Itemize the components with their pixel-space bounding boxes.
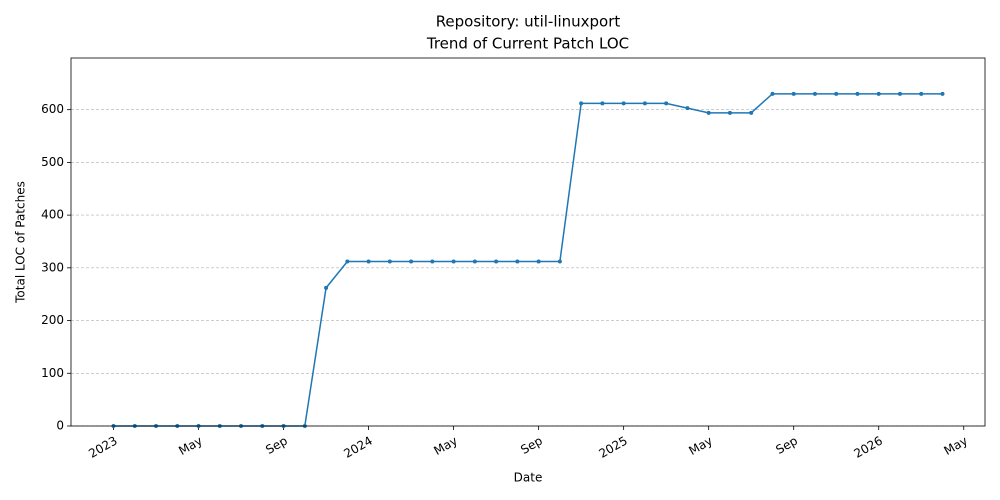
y-tick-label: 500	[41, 155, 64, 169]
data-point	[876, 91, 881, 96]
data-point	[430, 259, 435, 264]
data-point	[791, 91, 796, 96]
data-point	[494, 259, 499, 264]
data-point	[727, 110, 732, 115]
x-axis-label: Date	[514, 471, 543, 485]
x-tick-label: May	[686, 434, 714, 459]
y-tick-label: 300	[41, 260, 64, 274]
plot-frame	[70, 57, 986, 427]
chart-subtitle: Trend of Current Patch LOC	[426, 35, 629, 53]
data-point	[515, 259, 520, 264]
y-tick-label: 100	[41, 366, 64, 380]
data-point	[770, 91, 775, 96]
x-tick-label: 2024	[341, 434, 374, 461]
data-point	[919, 91, 924, 96]
data-point	[409, 259, 414, 264]
x-tick-label: Sep	[263, 434, 290, 457]
data-point	[472, 259, 477, 264]
x-tick-label: May	[176, 434, 204, 459]
data-point	[685, 106, 690, 111]
data-point	[855, 91, 860, 96]
x-tick-label: 2023	[86, 434, 119, 461]
y-tick-label: 600	[41, 102, 64, 116]
data-point	[664, 101, 669, 106]
data-point	[706, 110, 711, 115]
data-point	[387, 259, 392, 264]
data-point	[451, 259, 456, 264]
data-point	[642, 101, 647, 106]
y-tick-label: 400	[41, 208, 64, 222]
data-point	[536, 259, 541, 264]
data-point	[345, 259, 350, 264]
chart-title: Repository: util-linuxport	[436, 13, 621, 31]
data-point	[324, 285, 329, 290]
x-tick-label: 2026	[852, 434, 885, 461]
data-point	[834, 91, 839, 96]
data-point	[579, 101, 584, 106]
y-tick-label: 0	[56, 419, 64, 433]
x-tick-label: Sep	[518, 434, 545, 457]
y-tick-label: 200	[41, 313, 64, 327]
data-point	[812, 91, 817, 96]
x-tick-label: Sep	[773, 434, 800, 457]
data-point	[940, 91, 945, 96]
data-point	[366, 259, 371, 264]
data-point	[600, 101, 605, 106]
data-line	[113, 93, 943, 427]
data-point	[621, 101, 626, 106]
data-point	[749, 110, 754, 115]
x-tick-label: May	[942, 434, 970, 459]
x-tick-label: May	[431, 434, 459, 459]
y-axis-label: Total LOC of Patches	[14, 181, 28, 304]
data-point	[897, 91, 902, 96]
data-point	[557, 259, 562, 264]
x-tick-label: 2025	[596, 434, 629, 461]
